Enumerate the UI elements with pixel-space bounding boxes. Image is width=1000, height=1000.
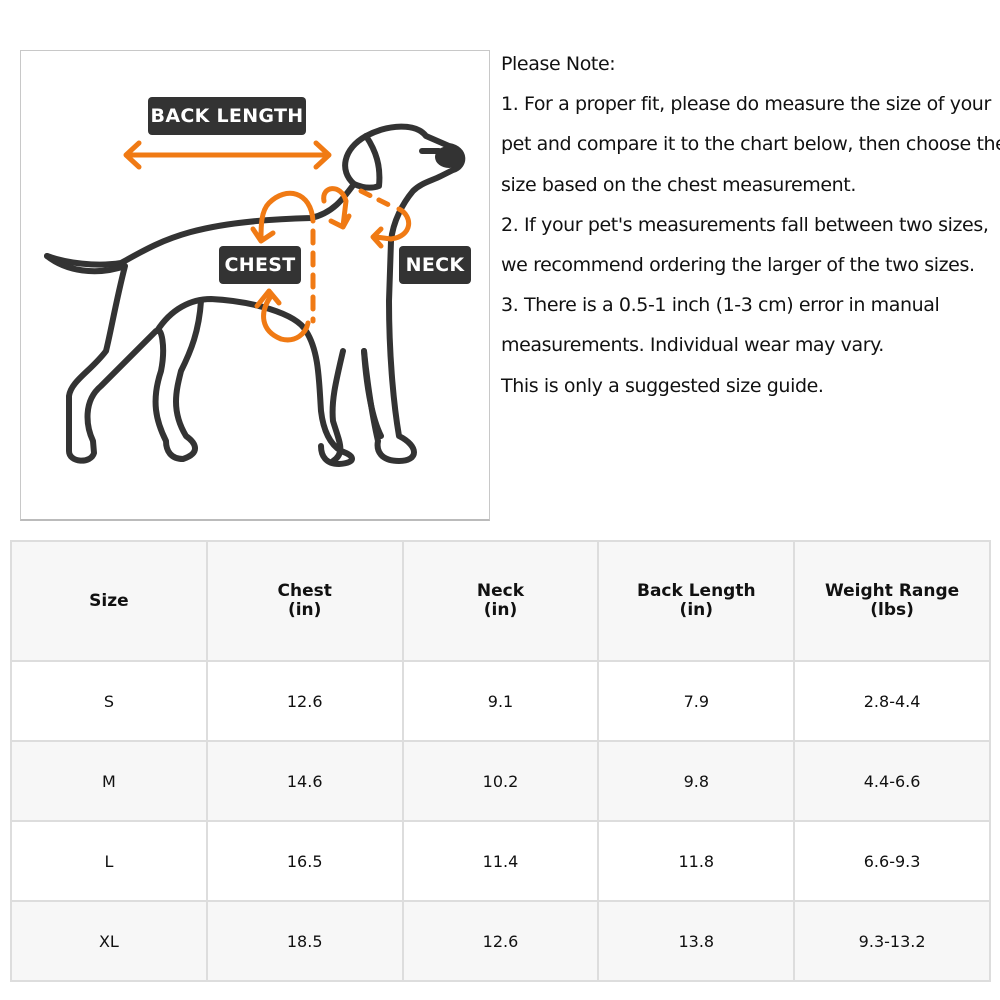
table-header-row: Size Chest (in) Neck (in) Back Length (in) Weig… (10, 540, 991, 662)
table-cell: S (10, 660, 208, 742)
table-cell: M (10, 740, 208, 822)
size-chart-table: Size Chest (in) Neck (in) Back Length (in) Weig… (10, 540, 991, 982)
note-line: This is only a suggested size guide. (501, 374, 824, 397)
table-cell: 11.4 (401, 820, 600, 902)
table-cell: 13.8 (597, 900, 796, 982)
table-row: S 12.6 9.1 7.9 2.8-4.4 (10, 660, 991, 742)
column-header-unit: (in) (483, 600, 518, 620)
column-header-title: Size (89, 590, 129, 611)
note-line: measurements. Individual wear may vary. (501, 334, 884, 357)
note-line: 2. If your pet's measurements fall betwe… (501, 213, 989, 236)
back-length-arrow (123, 140, 332, 170)
dog-nose (435, 146, 463, 168)
table-cell: L (10, 820, 208, 902)
note-line: pet and compare it to the chart below, t… (501, 133, 1000, 156)
table-cell: 6.6-9.3 (793, 820, 991, 902)
column-header-title: Chest (277, 581, 332, 601)
back-length-label: BACK LENGTH (148, 97, 306, 135)
table-cell: 14.6 (205, 740, 404, 822)
notes-heading: Please Note: (501, 53, 616, 75)
neck-dashed-line (358, 188, 394, 209)
table-cell: 4.4-6.6 (793, 740, 991, 822)
column-header-unit: (in) (679, 600, 714, 620)
table-cell: 12.6 (401, 900, 600, 982)
table-row: M 14.6 10.2 9.8 4.4-6.6 (10, 740, 991, 822)
column-header-title: Weight Range (825, 581, 960, 601)
table-cell: 10.2 (401, 740, 600, 822)
chest-arrow-bottom (254, 288, 311, 343)
note-line: 1. For a proper fit, please do measure t… (501, 93, 991, 116)
table-cell: 11.8 (597, 820, 796, 902)
note-line: 3. There is a 0.5-1 inch (1-3 cm) error … (501, 294, 940, 317)
neck-label: NECK (399, 246, 471, 284)
column-header: Back Length (in) (597, 540, 796, 662)
table-cell: 7.9 (597, 660, 796, 742)
table-body: S 12.6 9.1 7.9 2.8-4.4 M 14.6 10.2 9.8 4.4-6.6 L 16… (10, 660, 991, 982)
table-cell: 18.5 (205, 900, 404, 982)
chest-label: CHEST (219, 246, 301, 284)
neck-arrow-right (370, 206, 411, 249)
size-notes: Please Note: 1. For a proper fit, please… (501, 44, 1000, 406)
table-cell: 12.6 (205, 660, 404, 742)
column-header: Weight Range (lbs) (793, 540, 991, 662)
table-row: XL 18.5 12.6 13.8 9.3-13.2 (10, 900, 991, 982)
table-cell: 2.8-4.4 (793, 660, 991, 742)
dog-outline-illustration (44, 123, 466, 467)
chest-arrow-top (250, 190, 316, 244)
column-header-title: Back Length (636, 581, 756, 601)
column-header-title: Neck (476, 581, 525, 601)
neck-arrow-left (321, 186, 352, 230)
table-row: L 16.5 11.4 11.8 6.6-9.3 (10, 820, 991, 902)
table-cell: XL (10, 900, 208, 982)
table-cell: 9.1 (401, 660, 600, 742)
column-header-unit: (lbs) (870, 600, 914, 620)
column-header: Chest (in) (205, 540, 404, 662)
table-cell: 16.5 (205, 820, 404, 902)
note-line: size based on the chest measurement. (501, 173, 856, 196)
column-header: Size (10, 540, 208, 662)
table-cell: 9.3-13.2 (793, 900, 991, 982)
dog-measurement-diagram: BACK LENGTH CHEST NECK (20, 50, 490, 521)
table-cell: 9.8 (597, 740, 796, 822)
column-header: Neck (in) (401, 540, 600, 662)
note-line: we recommend ordering the larger of the … (501, 253, 975, 276)
column-header-unit: (in) (287, 600, 322, 620)
measurement-arrows (123, 140, 411, 343)
